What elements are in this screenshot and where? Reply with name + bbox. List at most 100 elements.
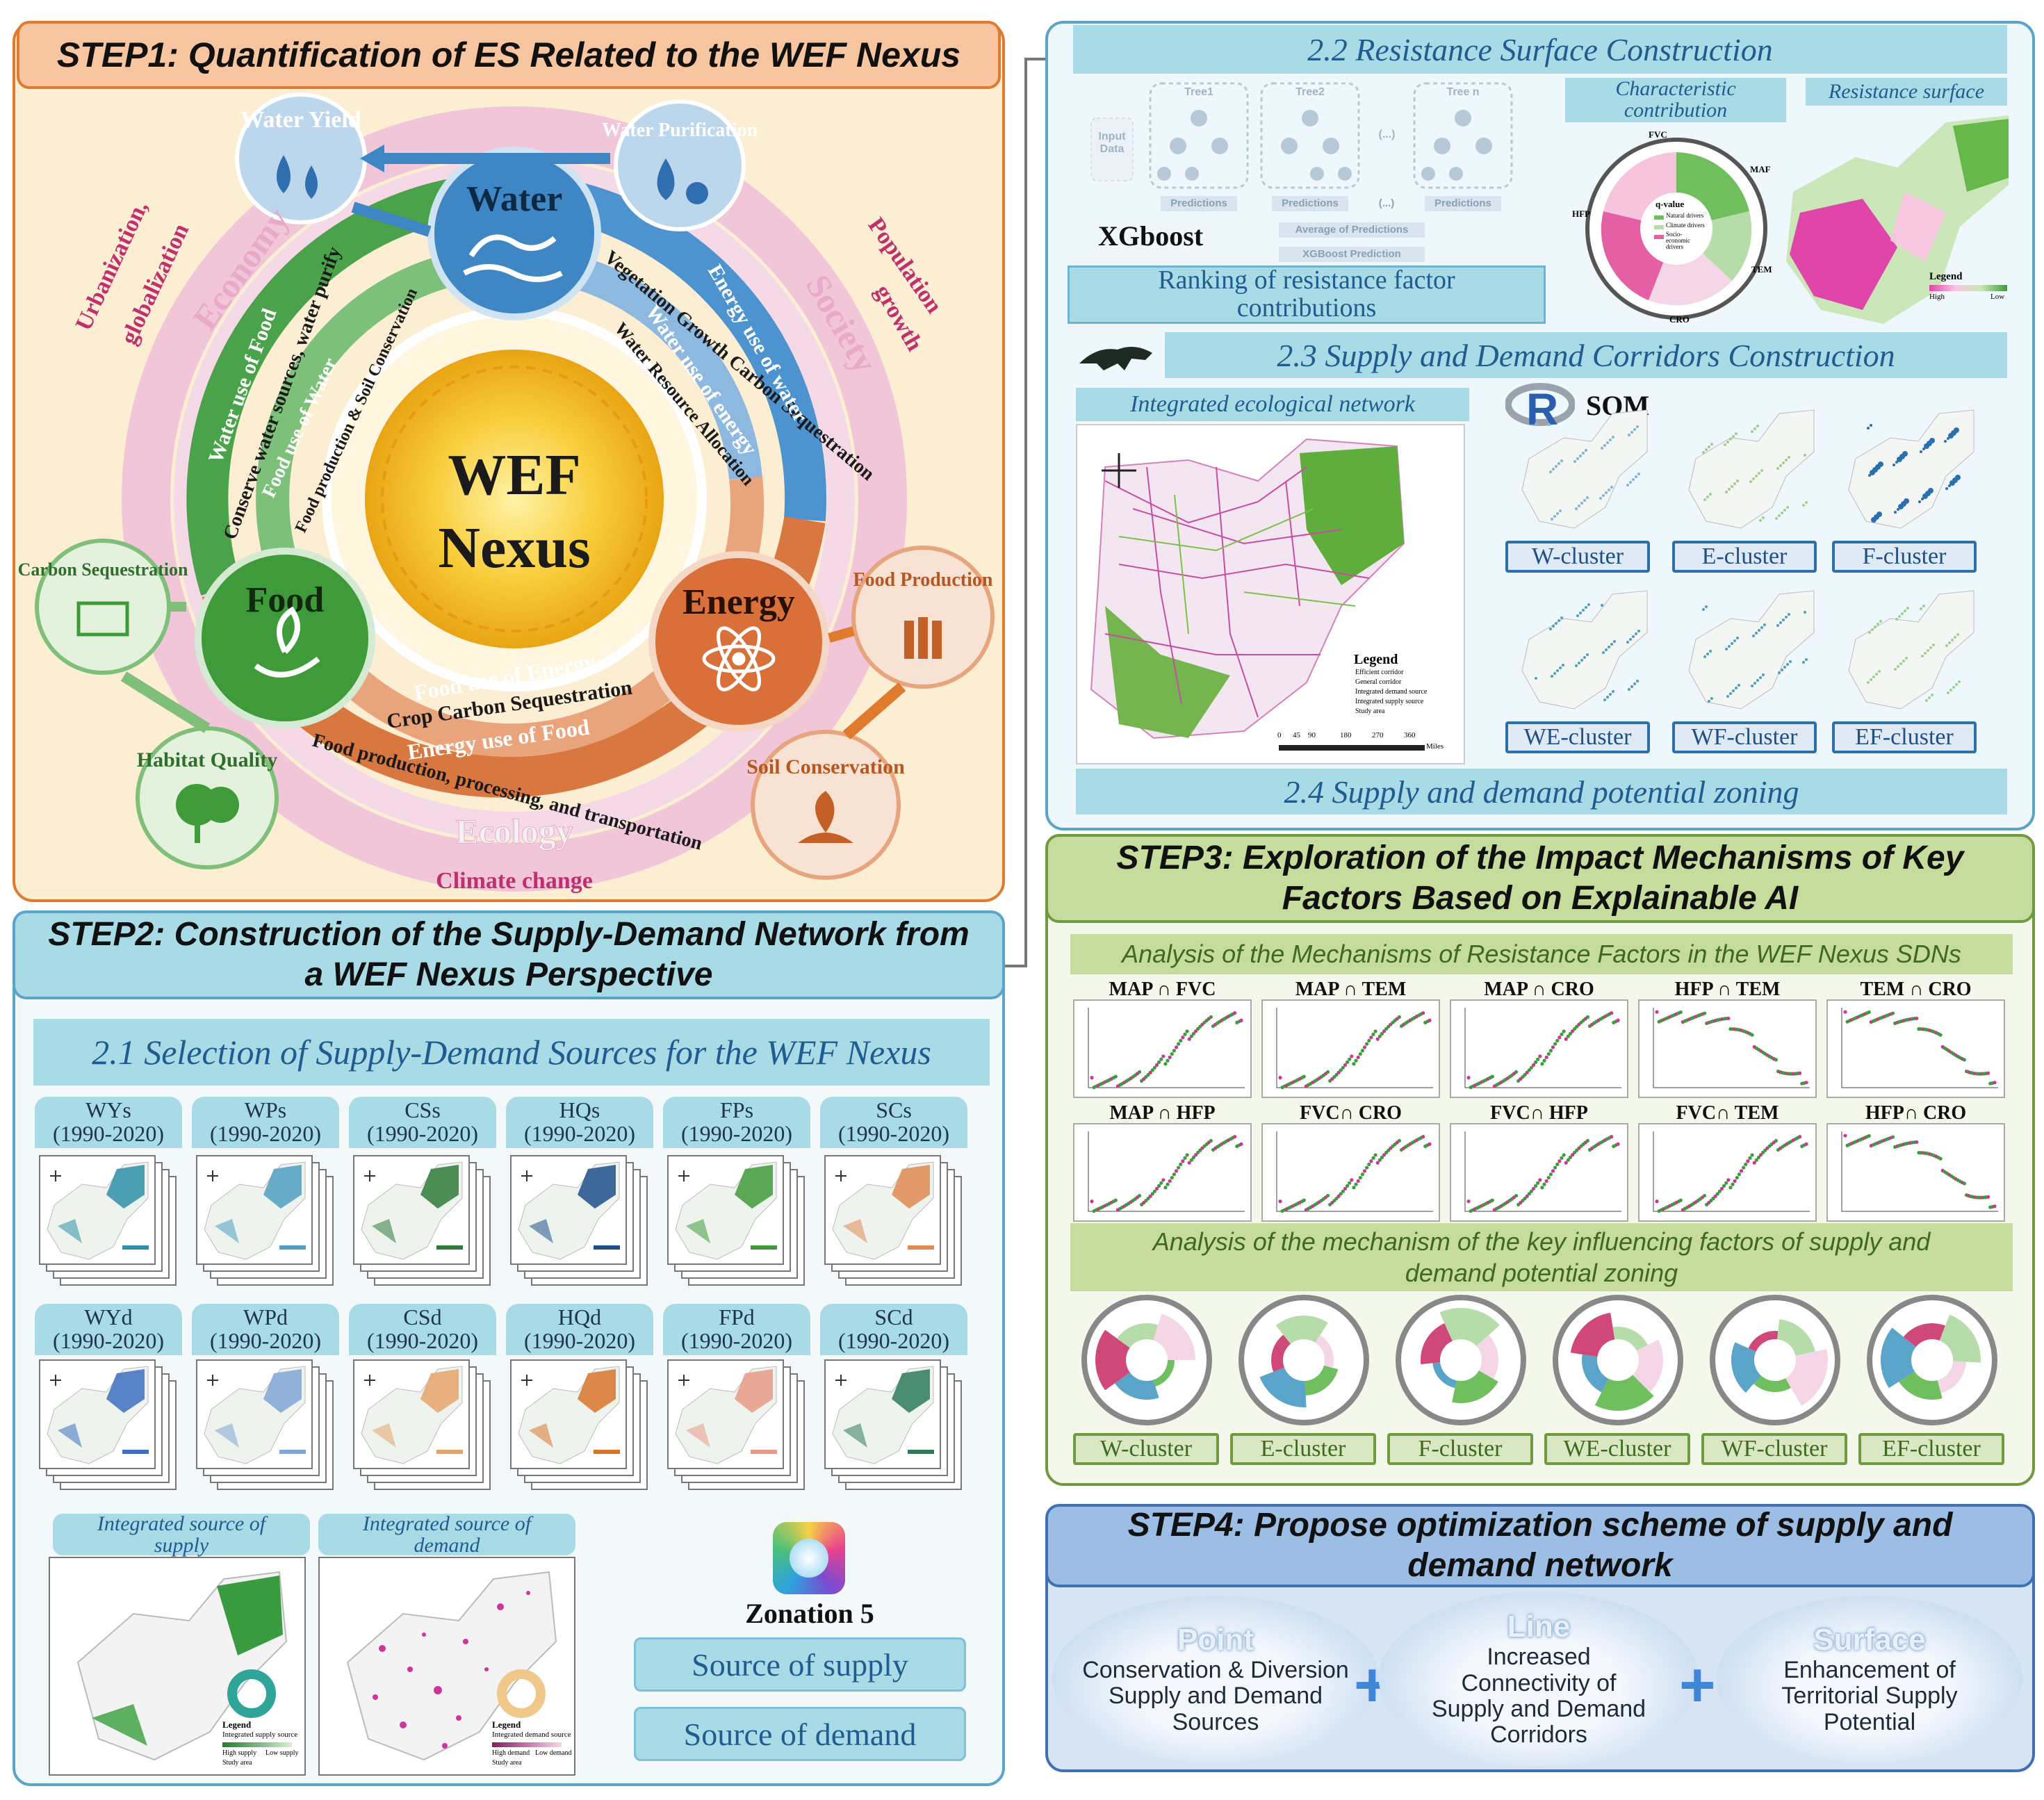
zoning-radial-0	[1081, 1295, 1212, 1425]
low-demand-label: Low demand	[535, 1749, 572, 1757]
tree1-label: Tree1	[1184, 86, 1213, 98]
s24-title: 2.4 Supply and demand potential zoning	[1076, 769, 2007, 815]
supply-tab-1: WPs (1990-2020)	[192, 1097, 339, 1148]
sprout-hand-icon	[254, 606, 320, 678]
step4-title: STEP4: Propose optimization scheme of su…	[1045, 1504, 2035, 1587]
wef-nexus-diagram: WEF Nexus Water Food Energy Water Yield …	[18, 92, 995, 894]
demand-tab-5: SCd (1990-2020)	[820, 1304, 967, 1355]
zoning-radial-2	[1396, 1295, 1526, 1425]
zoning-radial-3	[1553, 1295, 1683, 1425]
point-line3: Sources	[1172, 1708, 1259, 1735]
droplets-icon	[277, 155, 318, 199]
supply-map-5	[832, 1161, 934, 1260]
legend-general: General corridor	[1355, 678, 1402, 686]
analysis2-line2: demand potential zoning	[1405, 1259, 1678, 1287]
predictions-3: Predictions	[1434, 197, 1491, 209]
point-line1: Conservation & Diversion	[1082, 1656, 1349, 1683]
demand-map-stack-5-0	[824, 1359, 941, 1469]
factor-cro: CRO	[1669, 314, 1690, 325]
integrated-demand-line1: Integrated source of	[362, 1512, 532, 1535]
zoning-radial-5	[1867, 1295, 1997, 1425]
predictions-2: Predictions	[1282, 197, 1339, 209]
purify-drop-icon	[657, 158, 675, 200]
s23-title: 2.3 Supply and Demand Corridors Construc…	[1165, 332, 2007, 378]
food-node	[195, 548, 375, 728]
pdp-plot-7	[1450, 1123, 1628, 1222]
soil-sprout-icon	[798, 791, 853, 843]
supply-tab-4: FPs (1990-2020)	[663, 1097, 810, 1148]
analysis1-title: Analysis of the Mechanisms of Resistance…	[1070, 934, 2013, 974]
step2-title: STEP2: Construction of the Supply-Demand…	[13, 910, 1005, 999]
line-bubble: Line Increased Connectivity of Supply an…	[1379, 1592, 1699, 1767]
factor-tem: TEM	[1751, 264, 1772, 275]
characteristic-title: Characteristic contribution	[1565, 78, 1786, 122]
som-map-1	[1688, 409, 1815, 529]
demand-tab-name-0: WYd	[84, 1304, 133, 1330]
resistance-surface-title: Resistance surface	[1806, 78, 2007, 106]
supply-tab-name-4: FPs	[719, 1097, 754, 1123]
supply-map-stack-5-0	[824, 1155, 941, 1265]
driver-socio: Socio-economic drivers	[1666, 231, 1690, 250]
energy-node	[648, 551, 829, 732]
supply-tab-3: HQs (1990-2020)	[506, 1097, 653, 1148]
atom-icon	[702, 626, 776, 692]
pdp-title-1: MAP ∩ TEM	[1295, 979, 1407, 1000]
som-cluster-label-2: F-cluster	[1832, 541, 1977, 573]
s21-title: 2.1 Selection of Supply-Demand Sources f…	[33, 1019, 990, 1086]
step3-title-line2: Factors Based on Explainable AI	[1282, 880, 1799, 917]
step1-title: STEP1: Quantification of ES Related to t…	[17, 21, 1001, 89]
legend-study-area: Study area	[1355, 707, 1385, 715]
characteristic-radial-chart	[1585, 138, 1767, 320]
zoning-cluster-label-4: WF-cluster	[1701, 1433, 1847, 1465]
pdp-title-9: HFP∩ CRO	[1865, 1102, 1967, 1124]
som-cluster-label-0: W-cluster	[1505, 541, 1650, 573]
water-purification-service: Water Purification	[602, 99, 758, 231]
carbon-sequestration-label: Carbon Sequestration	[18, 559, 188, 580]
line-line3: Supply and Demand	[1431, 1696, 1646, 1722]
legend-efficient: Efficient corridor	[1355, 669, 1404, 676]
point-line2: Supply and Demand	[1108, 1683, 1323, 1710]
analysis2-line1: Analysis of the mechanism of the key inf…	[1152, 1227, 1931, 1256]
integrated-supply-line2: supply	[154, 1534, 209, 1557]
high-demand-label: High demand	[492, 1749, 530, 1757]
resistance-surface-map	[1786, 115, 2009, 324]
surface-line2: Territorial Supply	[1781, 1683, 1958, 1710]
demand-map-0	[47, 1366, 149, 1464]
demand-study-area: Study area	[492, 1759, 522, 1767]
driver-natural: Natural drivers	[1666, 212, 1704, 219]
zoning-cluster-label-0: W-cluster	[1073, 1433, 1219, 1465]
ranking-box: Ranking of resistance factor contributio…	[1068, 265, 1546, 324]
step4-title-line1: STEP4: Propose optimization scheme of su…	[1127, 1507, 1953, 1544]
supply-map-stack-1-0	[196, 1155, 313, 1265]
pdp-plot-6	[1261, 1123, 1440, 1222]
integrated-demand-tab: Integrated source of demand	[318, 1512, 575, 1556]
soil-conservation-label: Soil Conservation	[746, 755, 905, 778]
scale-360: 360	[1404, 731, 1416, 739]
demand-map-1	[204, 1366, 306, 1464]
pdp-title-3: HFP ∩ TEM	[1674, 979, 1781, 1000]
supply-tab-2: CSs (1990-2020)	[349, 1097, 496, 1148]
demand-tab-name-3: HQd	[557, 1304, 602, 1330]
average-predictions: Average of Predictions	[1295, 224, 1409, 236]
surface-title: Surface	[1813, 1622, 1926, 1657]
supply-legend-bar	[222, 1742, 292, 1747]
zoning-cluster-label-5: EF-cluster	[1858, 1433, 2004, 1465]
habitat-quality-label: Habitat Quality	[137, 748, 278, 771]
tree-n-label: Tree n	[1446, 86, 1480, 98]
network-legend-title: Legend	[1354, 652, 1398, 667]
scale-0: 0	[1277, 731, 1282, 739]
ranking-line2: contributions	[1236, 293, 1377, 322]
supply-map-2	[361, 1161, 463, 1260]
pdp-plot-9	[1826, 1123, 2005, 1222]
supply-map-stack-3-0	[510, 1155, 627, 1265]
characteristic-line1: Characteristic	[1615, 77, 1736, 101]
ecology-label: Ecology	[455, 812, 573, 851]
supply-tab-name-0: WYs	[85, 1097, 131, 1123]
pdp-plot-1	[1261, 999, 1440, 1098]
supply-study-area: Study area	[222, 1759, 252, 1767]
demand-tab-period-1: (1990-2020)	[210, 1328, 321, 1353]
resistance-high: High	[1929, 293, 1945, 301]
soil-to-food-arrow	[842, 682, 906, 740]
supply-tab-period-3: (1990-2020)	[524, 1121, 635, 1146]
